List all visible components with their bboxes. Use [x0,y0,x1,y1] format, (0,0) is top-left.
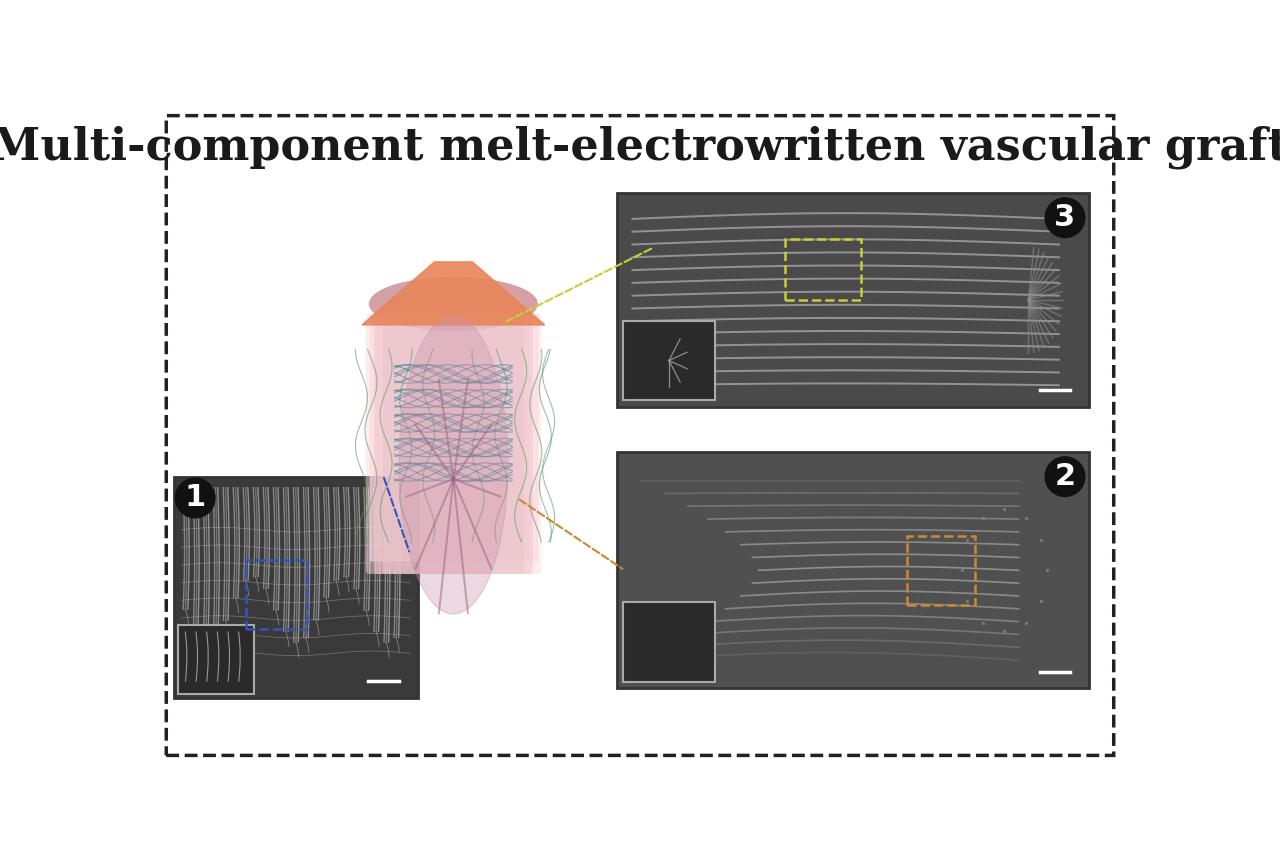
FancyBboxPatch shape [383,314,525,574]
FancyBboxPatch shape [617,194,1089,406]
Bar [785,239,861,300]
FancyBboxPatch shape [623,320,714,400]
Polygon shape [370,314,538,560]
Text: Multi-component melt-electrowritten vascular graft: Multi-component melt-electrowritten vasc… [0,126,1280,169]
FancyBboxPatch shape [174,477,417,698]
Bar [906,536,975,605]
Point [1032,533,1052,547]
Bar [246,561,307,629]
Circle shape [1046,457,1084,496]
Point [1037,563,1057,577]
FancyBboxPatch shape [623,602,714,682]
Point [957,594,978,608]
Point [957,533,978,547]
FancyBboxPatch shape [374,314,532,574]
Ellipse shape [370,278,538,330]
Point [995,503,1015,516]
FancyBboxPatch shape [366,314,541,574]
Point [973,510,993,524]
Point [1032,594,1052,608]
Text: 3: 3 [1055,203,1075,233]
Circle shape [1046,198,1084,238]
Point [1015,616,1036,630]
FancyBboxPatch shape [178,625,253,694]
Point [995,624,1015,638]
Point [973,616,993,630]
Polygon shape [362,262,545,325]
Point [1015,510,1036,524]
FancyBboxPatch shape [617,452,1089,688]
Point [951,563,972,577]
Ellipse shape [399,316,508,614]
Circle shape [175,478,215,518]
Text: 1: 1 [184,483,206,512]
Text: 2: 2 [1055,462,1075,491]
